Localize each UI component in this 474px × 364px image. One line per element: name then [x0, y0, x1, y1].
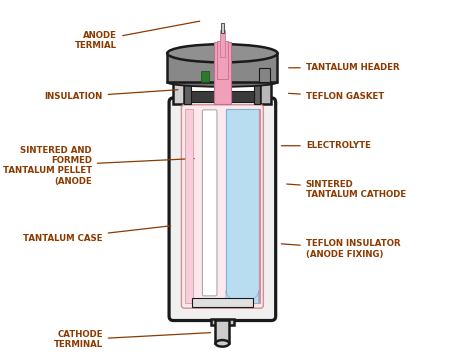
Bar [221, 23, 224, 33]
Bar [184, 82, 191, 104]
Text: CATHODE
TERMINAL: CATHODE TERMINAL [54, 330, 210, 349]
Bar [220, 30, 225, 57]
FancyBboxPatch shape [182, 105, 264, 308]
Bar [259, 68, 270, 82]
Bar [191, 91, 254, 102]
Text: TEFLON GASKET: TEFLON GASKET [289, 92, 384, 101]
Text: ELECTROLYTE: ELECTROLYTE [282, 141, 371, 150]
Bar [211, 319, 234, 325]
Text: ANODE
TERMIAL: ANODE TERMIAL [75, 21, 200, 50]
Text: TANTALUM CASE: TANTALUM CASE [23, 226, 171, 243]
Ellipse shape [216, 340, 229, 347]
Text: TEFLON INSULATOR
(ANODE FIXING): TEFLON INSULATOR (ANODE FIXING) [282, 240, 401, 259]
Bar [214, 42, 231, 104]
FancyBboxPatch shape [202, 110, 217, 296]
Bar [259, 110, 260, 304]
Text: SINTERED AND
FORMED
TANTALUM PELLET
(ANODE: SINTERED AND FORMED TANTALUM PELLET (ANO… [3, 146, 194, 186]
Bar [254, 82, 260, 104]
Bar [260, 82, 271, 104]
Text: INSULATION: INSULATION [45, 90, 178, 101]
Bar [167, 53, 277, 82]
Bar [191, 298, 253, 307]
Ellipse shape [167, 78, 277, 87]
Text: SINTERED
TANTALUM CATHODE: SINTERED TANTALUM CATHODE [287, 179, 406, 199]
Bar [185, 110, 193, 304]
Bar [217, 40, 228, 79]
Bar [226, 110, 259, 304]
Bar [173, 82, 184, 104]
Bar [216, 320, 229, 343]
Ellipse shape [167, 44, 277, 62]
Text: TANTALUM HEADER: TANTALUM HEADER [289, 63, 400, 72]
FancyBboxPatch shape [169, 98, 276, 321]
Polygon shape [226, 291, 259, 304]
Bar [201, 71, 209, 82]
